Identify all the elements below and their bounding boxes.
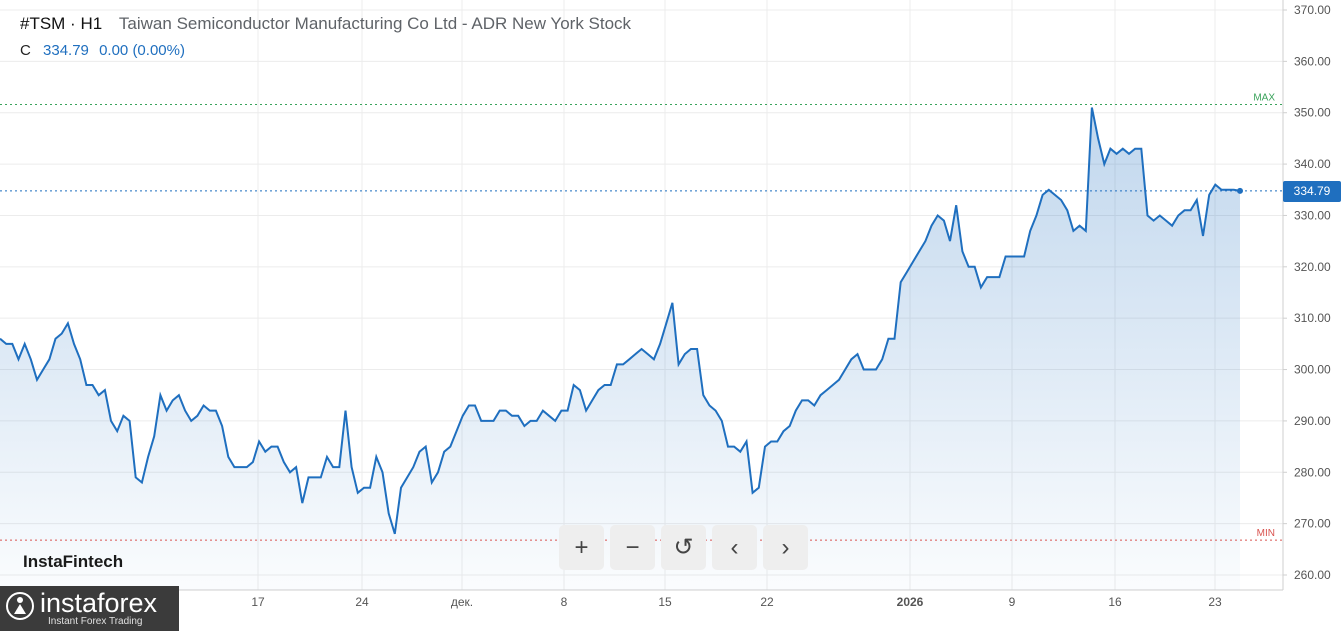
x-tick-label: 24 [355, 595, 369, 609]
change-value: 0.00 (0.00%) [99, 42, 185, 59]
x-tick-label: 22 [760, 595, 774, 609]
x-tick-label: 17 [251, 595, 265, 609]
y-tick-label: 280.00 [1294, 465, 1331, 479]
close-label: C [20, 42, 31, 59]
close-value: 334.79 [43, 42, 89, 59]
x-axis: 17 24 дек. 8 15 22 2026 9 16 23 [251, 595, 1222, 609]
scroll-left-button[interactable]: ‹ [712, 525, 757, 570]
x-tick-label: 23 [1208, 595, 1222, 609]
x-tick-label: 8 [561, 595, 568, 609]
y-tick-label: 300.00 [1294, 363, 1331, 377]
last-price-dot [1237, 187, 1243, 194]
y-tick-label: 340.00 [1294, 157, 1331, 171]
y-tick-label: 270.00 [1294, 517, 1331, 531]
instrument-name: Taiwan Semiconductor Manufacturing Co Lt… [118, 14, 632, 33]
x-tick-label: 16 [1108, 595, 1122, 609]
chart-controls: + − ↺ ‹ › [559, 525, 808, 570]
zoom-out-button[interactable]: − [610, 525, 655, 570]
symbol: #TSM · H1 [20, 14, 103, 33]
x-tick-label: 2026 [897, 595, 924, 609]
instaforex-watermark: instaforex Instant Forex Trading [0, 586, 179, 631]
price-line [0, 107, 1241, 535]
max-label: MAX [1253, 93, 1275, 104]
y-tick-label: 310.00 [1294, 311, 1331, 325]
instaforex-logo-icon [6, 592, 34, 620]
watermark-name: instaforex [40, 588, 158, 618]
y-tick-label: 260.00 [1294, 568, 1331, 582]
y-tick-label: 290.00 [1294, 414, 1331, 428]
y-tick-label: 370.00 [1294, 3, 1331, 17]
y-tick-label: 330.00 [1294, 208, 1331, 222]
x-tick-label: 15 [658, 595, 672, 609]
price-area [0, 107, 1240, 590]
brand-label: InstaFintech [23, 552, 124, 571]
zoom-in-button[interactable]: + [559, 525, 604, 570]
y-tick-label: 360.00 [1294, 54, 1331, 68]
title-row: #TSM · H1 Taiwan Semiconductor Manufactu… [20, 14, 631, 34]
scroll-right-button[interactable]: › [763, 525, 808, 570]
watermark-tagline: Instant Forex Trading [48, 616, 143, 627]
x-tick-label: 9 [1009, 595, 1016, 609]
min-label: MIN [1257, 528, 1275, 539]
x-tick-label: дек. [451, 595, 473, 609]
chart-header: #TSM · H1 Taiwan Semiconductor Manufactu… [20, 14, 631, 59]
reset-button[interactable]: ↺ [661, 525, 706, 570]
y-tick-label: 320.00 [1294, 260, 1331, 274]
y-tick-label: 350.00 [1294, 106, 1331, 120]
last-price-tag: 334.79 [1283, 180, 1341, 202]
quote-row: C 334.79 0.00 (0.00%) [20, 42, 631, 59]
